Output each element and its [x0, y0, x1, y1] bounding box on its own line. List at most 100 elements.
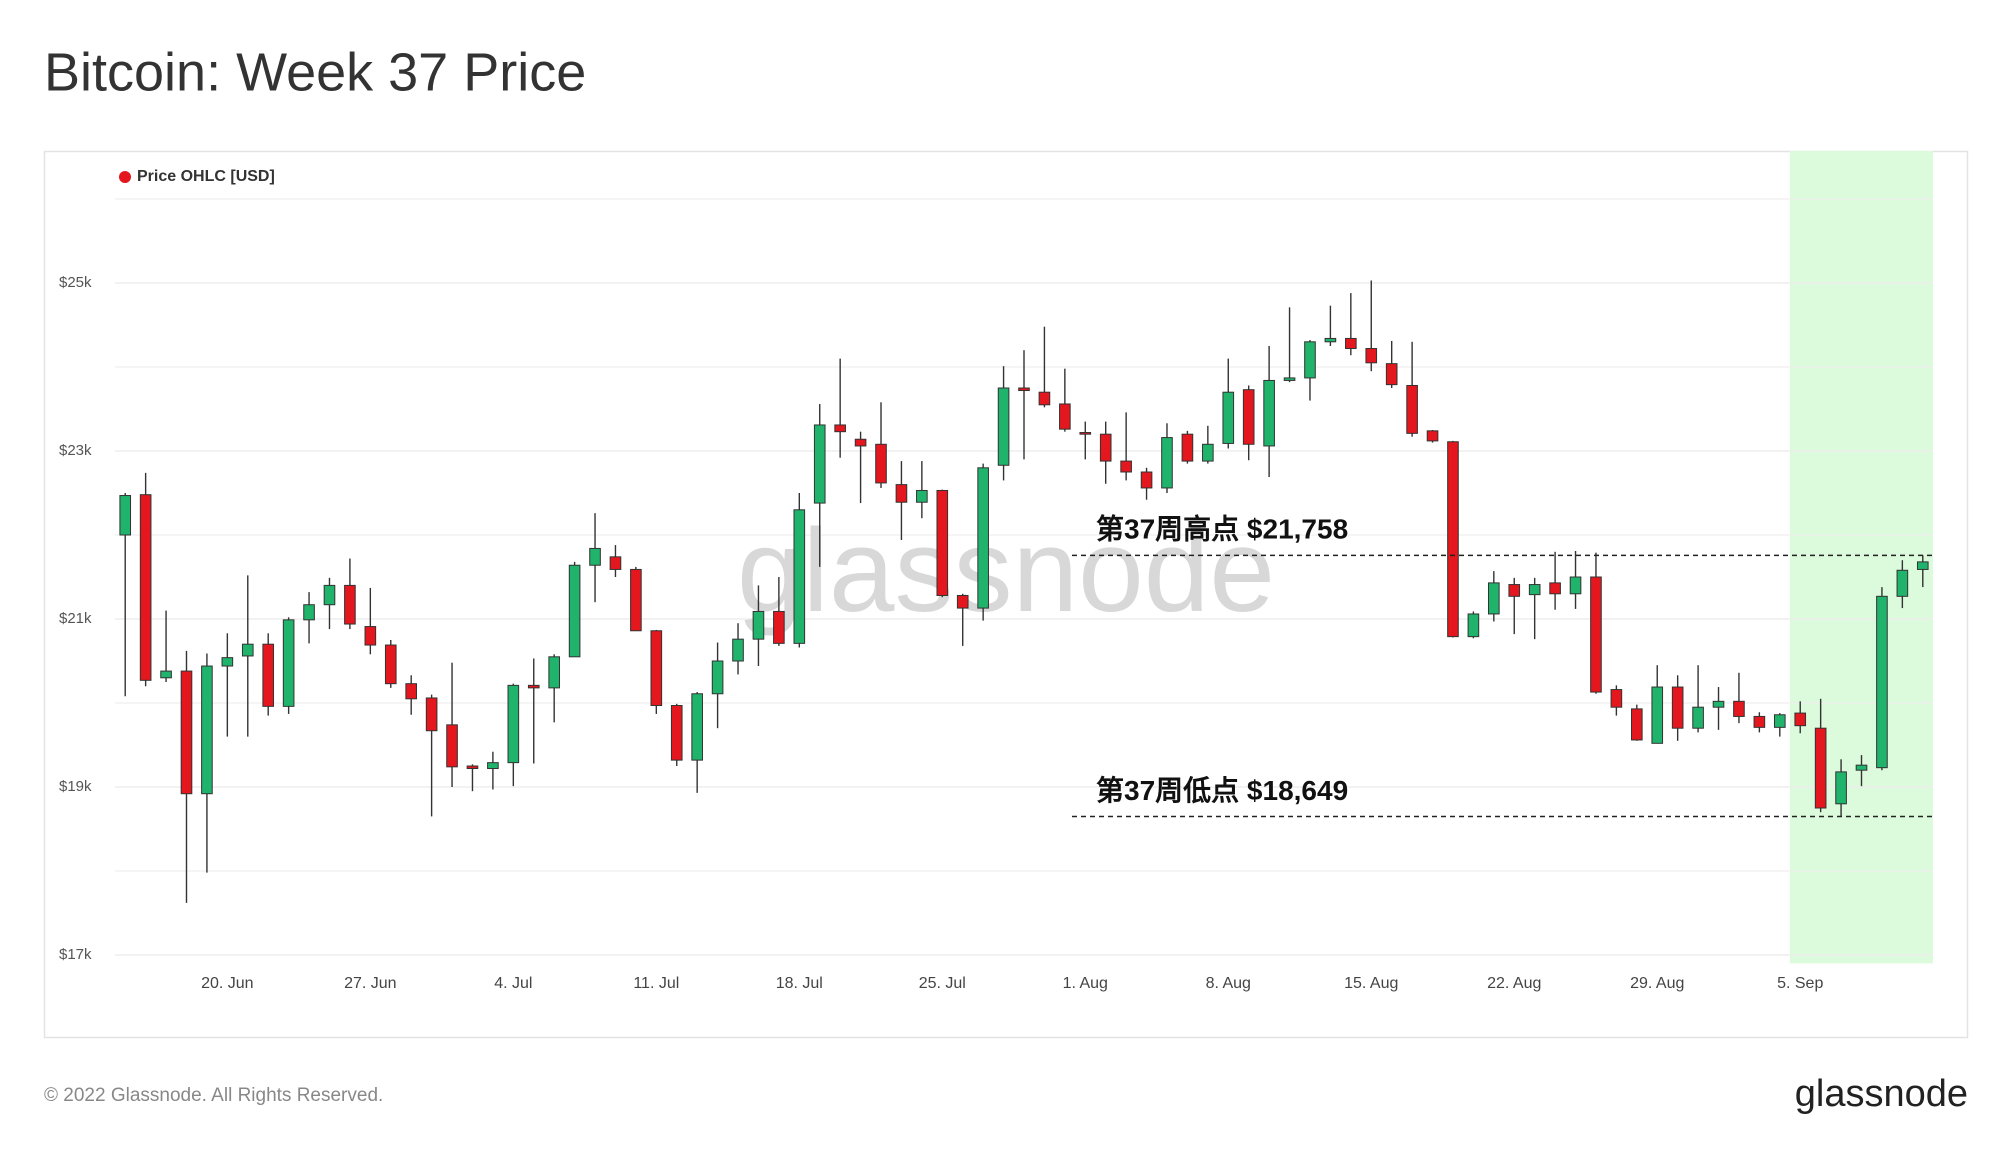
candle-body: [1896, 569, 1909, 597]
x-tick-label: 27. Jun: [344, 975, 396, 992]
legend-label: Price OHLC [USD]: [137, 168, 275, 185]
candle-body: [1324, 337, 1337, 343]
candle-body: [997, 387, 1010, 466]
y-tick-label: $21k: [59, 610, 92, 627]
candle-body: [1876, 595, 1888, 769]
x-tick-label: 8. Aug: [1206, 975, 1251, 992]
candle-body: [1345, 337, 1357, 350]
candle-body: [1528, 584, 1541, 596]
candle-body: [1692, 706, 1704, 729]
candle-body: [139, 494, 152, 681]
candle-body: [221, 657, 234, 667]
annotation-label: 第37周高点 $21,758: [1096, 513, 1348, 545]
candle-body: [1549, 582, 1561, 595]
candle-body: [1753, 715, 1766, 728]
candle-body: [732, 638, 744, 662]
candle-body: [1773, 714, 1786, 728]
candle-body: [425, 697, 438, 732]
plot-frame: [43, 150, 1969, 1039]
candle-body: [323, 584, 336, 606]
candle-body: [1385, 363, 1398, 386]
candle-body: [1242, 389, 1255, 445]
watermark: glassnode: [737, 505, 1275, 637]
candle-body: [1590, 576, 1602, 693]
y-tick-label: $23k: [59, 442, 92, 459]
candle-body: [262, 643, 275, 707]
candle-body: [303, 604, 315, 621]
candle-body: [854, 438, 867, 447]
candle-body: [691, 693, 703, 761]
candle-body: [344, 584, 356, 625]
candle-body: [446, 724, 458, 768]
candle-body: [507, 684, 520, 764]
x-tick-label: 11. Jul: [633, 975, 679, 992]
candle-body: [1733, 700, 1745, 717]
candle-body: [1671, 686, 1684, 729]
candle-body: [752, 610, 765, 640]
candle-body: [1283, 377, 1296, 381]
candle-body: [1140, 471, 1153, 489]
x-tick-label: 29. Aug: [1630, 975, 1684, 992]
candle-body: [1018, 387, 1030, 392]
y-tick-label: $17k: [59, 946, 92, 963]
candle-body: [977, 467, 989, 609]
candle-body: [650, 630, 663, 707]
candle-body: [1814, 727, 1827, 809]
candle-body: [875, 443, 887, 484]
candle-body: [589, 547, 601, 566]
candle-body: [1569, 576, 1582, 595]
candle-body: [1304, 341, 1316, 379]
candle-body: [711, 660, 724, 695]
candle-body: [1263, 379, 1275, 447]
legend-swatch: [119, 171, 131, 183]
chart-title: Bitcoin: Week 37 Price: [44, 42, 586, 102]
candle-body: [630, 568, 642, 632]
candle-body: [895, 484, 908, 503]
candle-body: [1161, 437, 1173, 489]
highlight-region: [1790, 151, 1933, 964]
background-layer: [115, 151, 1933, 964]
logo: glassnode: [1795, 1073, 1968, 1115]
x-tick-label: 5. Sep: [1777, 975, 1823, 992]
candle-body: [1365, 348, 1378, 364]
x-tick-label: 20. Jun: [201, 975, 253, 992]
candle-body: [956, 594, 969, 609]
candle-body: [180, 670, 193, 795]
candle-body: [1916, 561, 1929, 570]
candle-body: [1406, 384, 1418, 434]
candle-body: [813, 424, 826, 504]
candle-body: [773, 610, 785, 644]
candle-body: [1855, 764, 1868, 771]
candle-body: [1426, 430, 1439, 442]
footer: © 2022 Glassnode. All Rights Reserved.: [44, 1085, 383, 1106]
candle-body: [1120, 460, 1132, 473]
candle-body: [405, 683, 418, 700]
candle-body: [1099, 433, 1112, 462]
candle-body: [1651, 686, 1664, 744]
candle-body: [241, 643, 254, 657]
candle-body: [1038, 391, 1051, 406]
annotation-label: 第37周低点 $18,649: [1096, 774, 1348, 806]
candle-body: [1202, 443, 1214, 462]
candle-body: [1835, 771, 1847, 805]
candle-body: [793, 509, 806, 644]
candle-body: [1467, 613, 1480, 638]
candle-body: [1447, 441, 1459, 638]
candle-body: [609, 556, 622, 570]
candle-body: [487, 762, 499, 770]
candle-body: [1222, 391, 1235, 444]
candle-body: [1712, 700, 1725, 708]
candle-body: [548, 656, 560, 689]
x-tick-label: 4. Jul: [494, 975, 532, 992]
candle-body: [1794, 712, 1807, 727]
candle-body: [1079, 432, 1092, 435]
candle-body: [466, 765, 479, 770]
candle-body: [1059, 403, 1071, 430]
y-tick-label: $19k: [59, 778, 92, 795]
candle-body: [384, 644, 397, 685]
candle-body: [1488, 582, 1500, 615]
candle-body: [834, 424, 846, 433]
candle-body: [282, 619, 295, 707]
candle-body: [527, 684, 540, 689]
